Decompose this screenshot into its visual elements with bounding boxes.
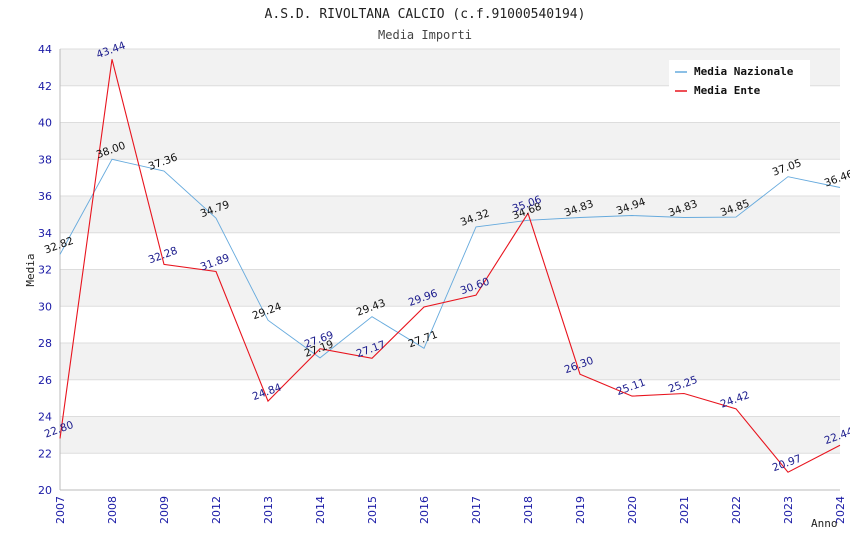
data-label-ente: 24.42 xyxy=(719,389,751,411)
y-tick-labels: 20 22 24 26 28 30 32 34 36 38 40 42 44 xyxy=(38,43,52,497)
legend-box xyxy=(669,60,810,100)
data-label-nazionale: 36.46 xyxy=(823,168,850,190)
grid-band xyxy=(60,122,840,160)
grid-band xyxy=(60,416,840,454)
chart-subtitle: Media Importi xyxy=(378,28,472,42)
y-tick-label: 34 xyxy=(38,227,52,240)
x-tick-label: 2016 xyxy=(418,496,431,524)
y-tick-label: 28 xyxy=(38,337,52,350)
x-tick-label: 2024 xyxy=(834,496,847,524)
series-layer xyxy=(59,59,841,473)
legend-label-nazionale: Media Nazionale xyxy=(694,65,794,78)
grid-band xyxy=(60,196,840,233)
y-tick-label: 44 xyxy=(38,43,52,56)
series-line-nazionale xyxy=(59,158,841,359)
x-tick-label: 2015 xyxy=(366,496,379,524)
x-tick-label: 2021 xyxy=(678,496,691,524)
x-tick-label: 2017 xyxy=(470,496,483,524)
x-tick-label: 2012 xyxy=(210,496,223,524)
x-tick-label: 2013 xyxy=(262,496,275,524)
y-tick-label: 36 xyxy=(38,190,52,203)
y-axis-label: Media xyxy=(24,253,37,286)
x-tick-label: 2008 xyxy=(106,496,119,524)
y-tick-label: 20 xyxy=(38,484,52,497)
x-tick-label: 2018 xyxy=(522,496,535,524)
chart-title: A.S.D. RIVOLTANA CALCIO (c.f.91000540194… xyxy=(265,7,586,22)
data-label-nazionale: 37.05 xyxy=(771,157,803,179)
x-tick-label: 2014 xyxy=(314,496,327,524)
y-tick-label: 32 xyxy=(38,264,52,277)
y-tick-label: 30 xyxy=(38,300,52,313)
y-tick-label: 22 xyxy=(38,447,52,460)
x-tick-labels: 2007 2008 2009 2012 2013 2014 2015 2016 2017 2018… xyxy=(54,496,847,524)
x-tick-label: 2019 xyxy=(574,496,587,524)
grid-band xyxy=(60,343,840,380)
x-axis-label: Anno xyxy=(811,517,838,530)
y-tick-label: 26 xyxy=(38,374,52,387)
x-tick-label: 2009 xyxy=(158,496,171,524)
x-tick-label: 2007 xyxy=(54,496,67,524)
series-line-ente xyxy=(59,59,841,473)
x-tick-label: 2023 xyxy=(782,496,795,524)
x-tick-label: 2020 xyxy=(626,496,639,524)
legend-label-ente: Media Ente xyxy=(694,84,761,97)
y-tick-label: 24 xyxy=(38,411,52,424)
x-tick-label: 2022 xyxy=(730,496,743,524)
data-label-ente: 32.28 xyxy=(147,245,179,267)
legend: Media Nazionale Media Ente xyxy=(669,60,810,100)
data-labels-layer: 32.8238.0037.3634.7929.2427.1929.4327.71… xyxy=(43,40,850,475)
y-tick-label: 40 xyxy=(38,117,52,130)
y-tick-label: 42 xyxy=(38,80,52,93)
y-tick-label: 38 xyxy=(38,153,52,166)
